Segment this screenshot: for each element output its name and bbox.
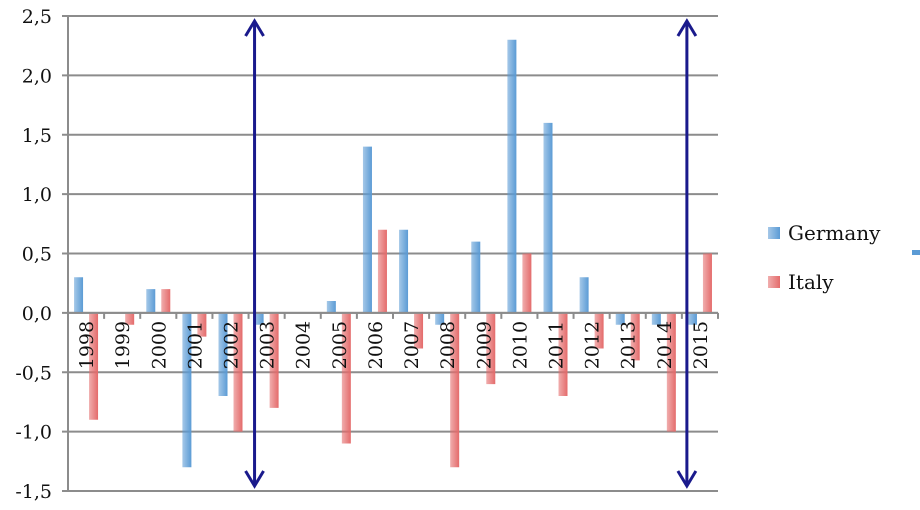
arrow-head-down <box>244 470 265 489</box>
x-tick-label: 2006 <box>365 321 387 369</box>
legend-swatch <box>768 227 780 239</box>
bar-germany-2001 <box>182 312 192 468</box>
x-tick-label: 2002 <box>221 321 243 369</box>
y-tick-label: -1,0 <box>15 422 52 444</box>
y-tick-label: 1,5 <box>22 125 52 147</box>
x-tick-label: 1998 <box>76 321 98 369</box>
x-tick-label: 2015 <box>690 321 712 369</box>
x-tick-label: 2013 <box>618 321 640 369</box>
double-arrow-annotation <box>244 18 265 489</box>
y-axis: 2,5 2,0 1,5 1,0 0,5 0,0 -0,5 -1,0 -1,5 <box>15 6 69 503</box>
legend-item-italy: Italy <box>768 270 834 294</box>
y-tick-label: -1,5 <box>15 481 52 503</box>
bar-italy-2007 <box>414 312 424 349</box>
arrow-head-up <box>676 18 698 37</box>
y-tick-label: 1,0 <box>22 184 52 206</box>
bar-germany-2015 <box>687 312 697 325</box>
bar-germany-2011 <box>543 122 553 313</box>
bars <box>74 39 712 468</box>
bar-italy-2012 <box>594 312 604 349</box>
y-tick-label: 0,0 <box>22 303 52 325</box>
x-tick-label: 2003 <box>257 321 279 369</box>
y-tick-label: 2,5 <box>22 6 52 28</box>
bar-italy-2013 <box>630 312 640 361</box>
x-tick-label: 2000 <box>148 321 170 369</box>
gridlines <box>68 15 718 492</box>
legend-item-germany: Germany <box>768 221 881 245</box>
y-tick-label: -0,5 <box>15 362 52 384</box>
bar-germany-2002 <box>218 312 228 396</box>
legend: Germany Italy <box>768 221 920 294</box>
bar-italy-2009 <box>486 312 496 385</box>
x-tick-label: 2007 <box>401 321 423 369</box>
bar-italy-2015 <box>702 253 712 313</box>
bar-italy-2000 <box>161 289 171 313</box>
bar-italy-2006 <box>377 229 387 313</box>
bar-germany-2000 <box>146 289 156 313</box>
arrow-head-down <box>676 470 698 489</box>
x-tick-label: 2012 <box>582 321 604 369</box>
x-tick-label: 2004 <box>293 321 315 369</box>
x-tick-label: 2011 <box>546 321 568 369</box>
arrow-head-up <box>244 18 265 37</box>
bar-italy-2005 <box>341 312 351 444</box>
bar-italy-2008 <box>450 312 460 468</box>
legend-swatch <box>768 276 780 288</box>
bar-italy-2010 <box>522 253 532 313</box>
bar-italy-2001 <box>197 312 207 337</box>
bar-germany-2009 <box>471 241 481 313</box>
bar-germany-2010 <box>507 39 517 313</box>
bar-italy-1998 <box>89 312 99 420</box>
bar-germany-1998 <box>74 277 84 313</box>
bar-italy-2011 <box>558 312 568 396</box>
x-tick-label: 2014 <box>654 321 676 369</box>
x-axis: 1998 1999 2000 2001 2002 2003 2004 2005 2006 2007… <box>68 311 719 369</box>
bar-germany-2003 <box>254 312 264 325</box>
bar-italy-2003 <box>269 312 279 408</box>
legend-label: Italy <box>788 270 834 294</box>
x-tick-label: 2005 <box>329 321 351 369</box>
x-tick-label: 2010 <box>509 321 531 369</box>
x-tick-label: 2001 <box>184 321 206 369</box>
annotations <box>244 18 698 489</box>
bar-germany-2008 <box>435 312 445 325</box>
bar-italy-2014 <box>666 312 676 432</box>
bar-germany-2013 <box>615 312 625 325</box>
y-tick-label: 2,0 <box>22 65 52 87</box>
y-tick-label: 0,5 <box>22 244 52 266</box>
edge-marker <box>912 250 920 255</box>
bar-italy-1999 <box>125 312 135 325</box>
x-tick-label: 2009 <box>473 321 495 369</box>
bar-italy-2002 <box>233 312 243 432</box>
bar-germany-2014 <box>651 312 661 325</box>
double-arrow-annotation <box>676 18 698 489</box>
bar-germany-2006 <box>362 146 372 313</box>
x-tick-label: 2008 <box>437 321 459 369</box>
bar-germany-2005 <box>326 301 336 313</box>
x-tick-label: 1999 <box>112 321 134 369</box>
legend-label: Germany <box>788 221 881 245</box>
bar-germany-2007 <box>399 229 409 313</box>
bar-germany-2012 <box>579 277 589 313</box>
